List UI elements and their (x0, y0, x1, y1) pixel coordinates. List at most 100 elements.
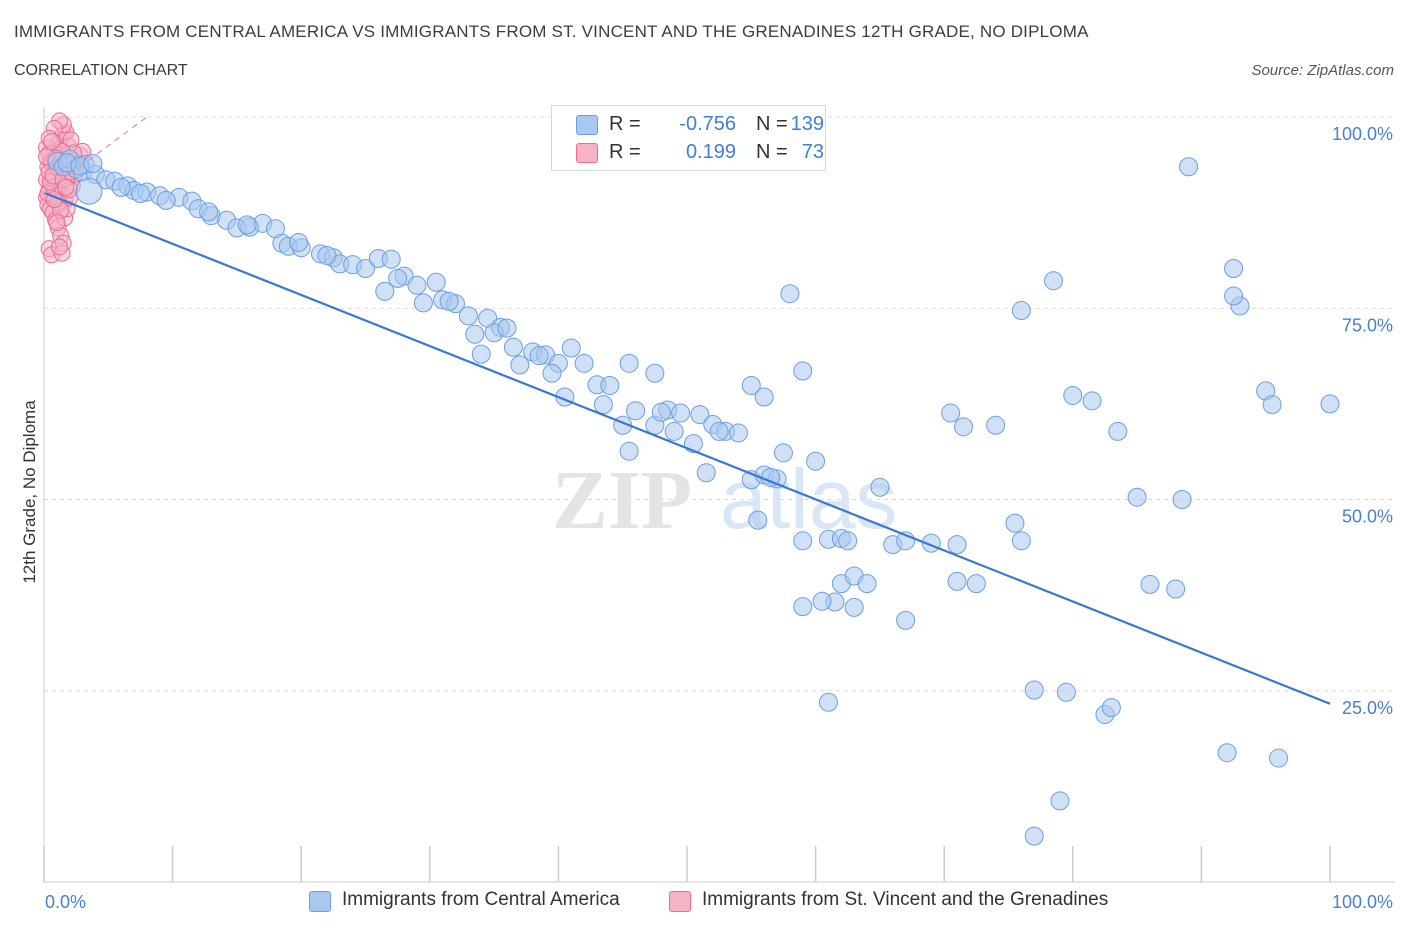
blue-point (497, 318, 517, 338)
blue-point (709, 421, 729, 441)
blue-point (1050, 791, 1070, 811)
pink-point (43, 132, 61, 150)
blue-point (1179, 157, 1199, 177)
blue-point (426, 272, 446, 292)
blue-point (671, 403, 691, 423)
blue-point (748, 510, 768, 530)
legend-n-label: N = (756, 113, 788, 135)
blue-point (439, 291, 459, 311)
pink-point (57, 178, 75, 196)
y-tick-label: 25.0% (1342, 698, 1393, 718)
blue-point (812, 591, 832, 611)
blue-point (844, 597, 864, 617)
blue-point (1044, 271, 1064, 291)
blue-point (593, 395, 613, 415)
blue-point (690, 405, 710, 425)
blue-point (896, 610, 916, 630)
pink-point (50, 238, 68, 256)
blue-point (793, 531, 813, 551)
blue-point (356, 258, 375, 278)
blue-point (1320, 394, 1340, 414)
blue-point (780, 284, 800, 304)
blue-point (199, 202, 219, 222)
bottom-legend-swatch-blue (309, 891, 331, 912)
blue-point (510, 355, 530, 375)
blue-point (381, 249, 401, 269)
blue-point (542, 363, 562, 383)
legend-swatch-pink (576, 143, 598, 163)
x-tick-label-max: 100.0% (1332, 892, 1393, 912)
blue-point (941, 403, 961, 423)
blue-point (600, 376, 620, 396)
blue-point (388, 268, 408, 288)
blue-point (413, 293, 433, 313)
legend-r-value: 0.199 (685, 141, 736, 163)
blue-point (471, 344, 491, 364)
blue-point (626, 401, 646, 421)
watermark-zip: ZIP (552, 454, 692, 547)
blue-point (857, 574, 877, 594)
chart-title: IMMIGRANTS FROM CENTRAL AMERICA VS IMMIG… (14, 22, 1089, 41)
blue-point (1269, 748, 1289, 768)
blue-point (1172, 490, 1192, 509)
blue-point (1127, 487, 1147, 507)
chart-subtitle: CORRELATION CHART (14, 62, 188, 79)
legend-r-label: R = (609, 141, 641, 163)
blue-point (407, 275, 427, 295)
tick-labels: 25.0% 50.0% 75.0% 100.0% 0.0% 100.0% (45, 124, 1393, 912)
blue-point (1224, 286, 1244, 306)
y-tick-label: 75.0% (1342, 315, 1393, 335)
blue-point (1217, 743, 1237, 763)
blue-point (1108, 421, 1128, 441)
legend-n-value: 139 (790, 113, 824, 135)
blue-point (986, 415, 1006, 435)
blue-point (130, 184, 150, 203)
blue-point (1262, 395, 1282, 415)
y-axis-label: 12th Grade, No Diploma (20, 400, 39, 584)
blue-point (953, 417, 973, 437)
blue-point (793, 597, 813, 617)
blue-point (838, 531, 858, 551)
blue-point (696, 463, 716, 483)
blue-point (574, 353, 594, 373)
blue-point (619, 441, 639, 461)
blue-point (1063, 385, 1083, 405)
blue-point (1224, 258, 1244, 278)
legend-r-label: R = (609, 113, 641, 135)
blue-series-points (47, 107, 1340, 846)
blue-point (111, 177, 131, 197)
blue-point (806, 451, 826, 471)
blue-point (728, 423, 748, 443)
blue-point (619, 353, 639, 373)
blue-point (289, 232, 309, 252)
legend-n-value: 73 (801, 141, 824, 163)
grid-lines (44, 116, 1395, 692)
blue-point (465, 324, 485, 344)
blue-point (947, 535, 967, 555)
correlation-legend: R = -0.756 N = 139 R = 0.199 N = 73 (551, 105, 826, 171)
blue-point (1101, 698, 1121, 718)
axes (43, 107, 1395, 883)
blue-point (156, 190, 176, 210)
blue-point (1011, 301, 1031, 321)
blue-point (818, 692, 838, 712)
x-tick-label-min: 0.0% (45, 892, 86, 912)
blue-point (645, 363, 665, 383)
blue-point (317, 245, 337, 265)
blue-point (1082, 391, 1102, 411)
legend-swatch-blue (576, 115, 598, 135)
blue-point (1140, 574, 1160, 594)
blue-point (966, 574, 986, 594)
blue-point (529, 346, 549, 366)
blue-point (75, 177, 103, 205)
legend-r-value: -0.756 (679, 113, 736, 135)
bottom-legend-label-blue: Immigrants from Central America (342, 889, 620, 910)
blue-point (1166, 579, 1186, 599)
blue-point (1024, 680, 1044, 700)
pink-point (48, 214, 66, 232)
blue-point (237, 215, 257, 235)
blue-point (741, 376, 761, 396)
blue-point (375, 281, 395, 301)
legend-n-label: N = (756, 141, 788, 163)
